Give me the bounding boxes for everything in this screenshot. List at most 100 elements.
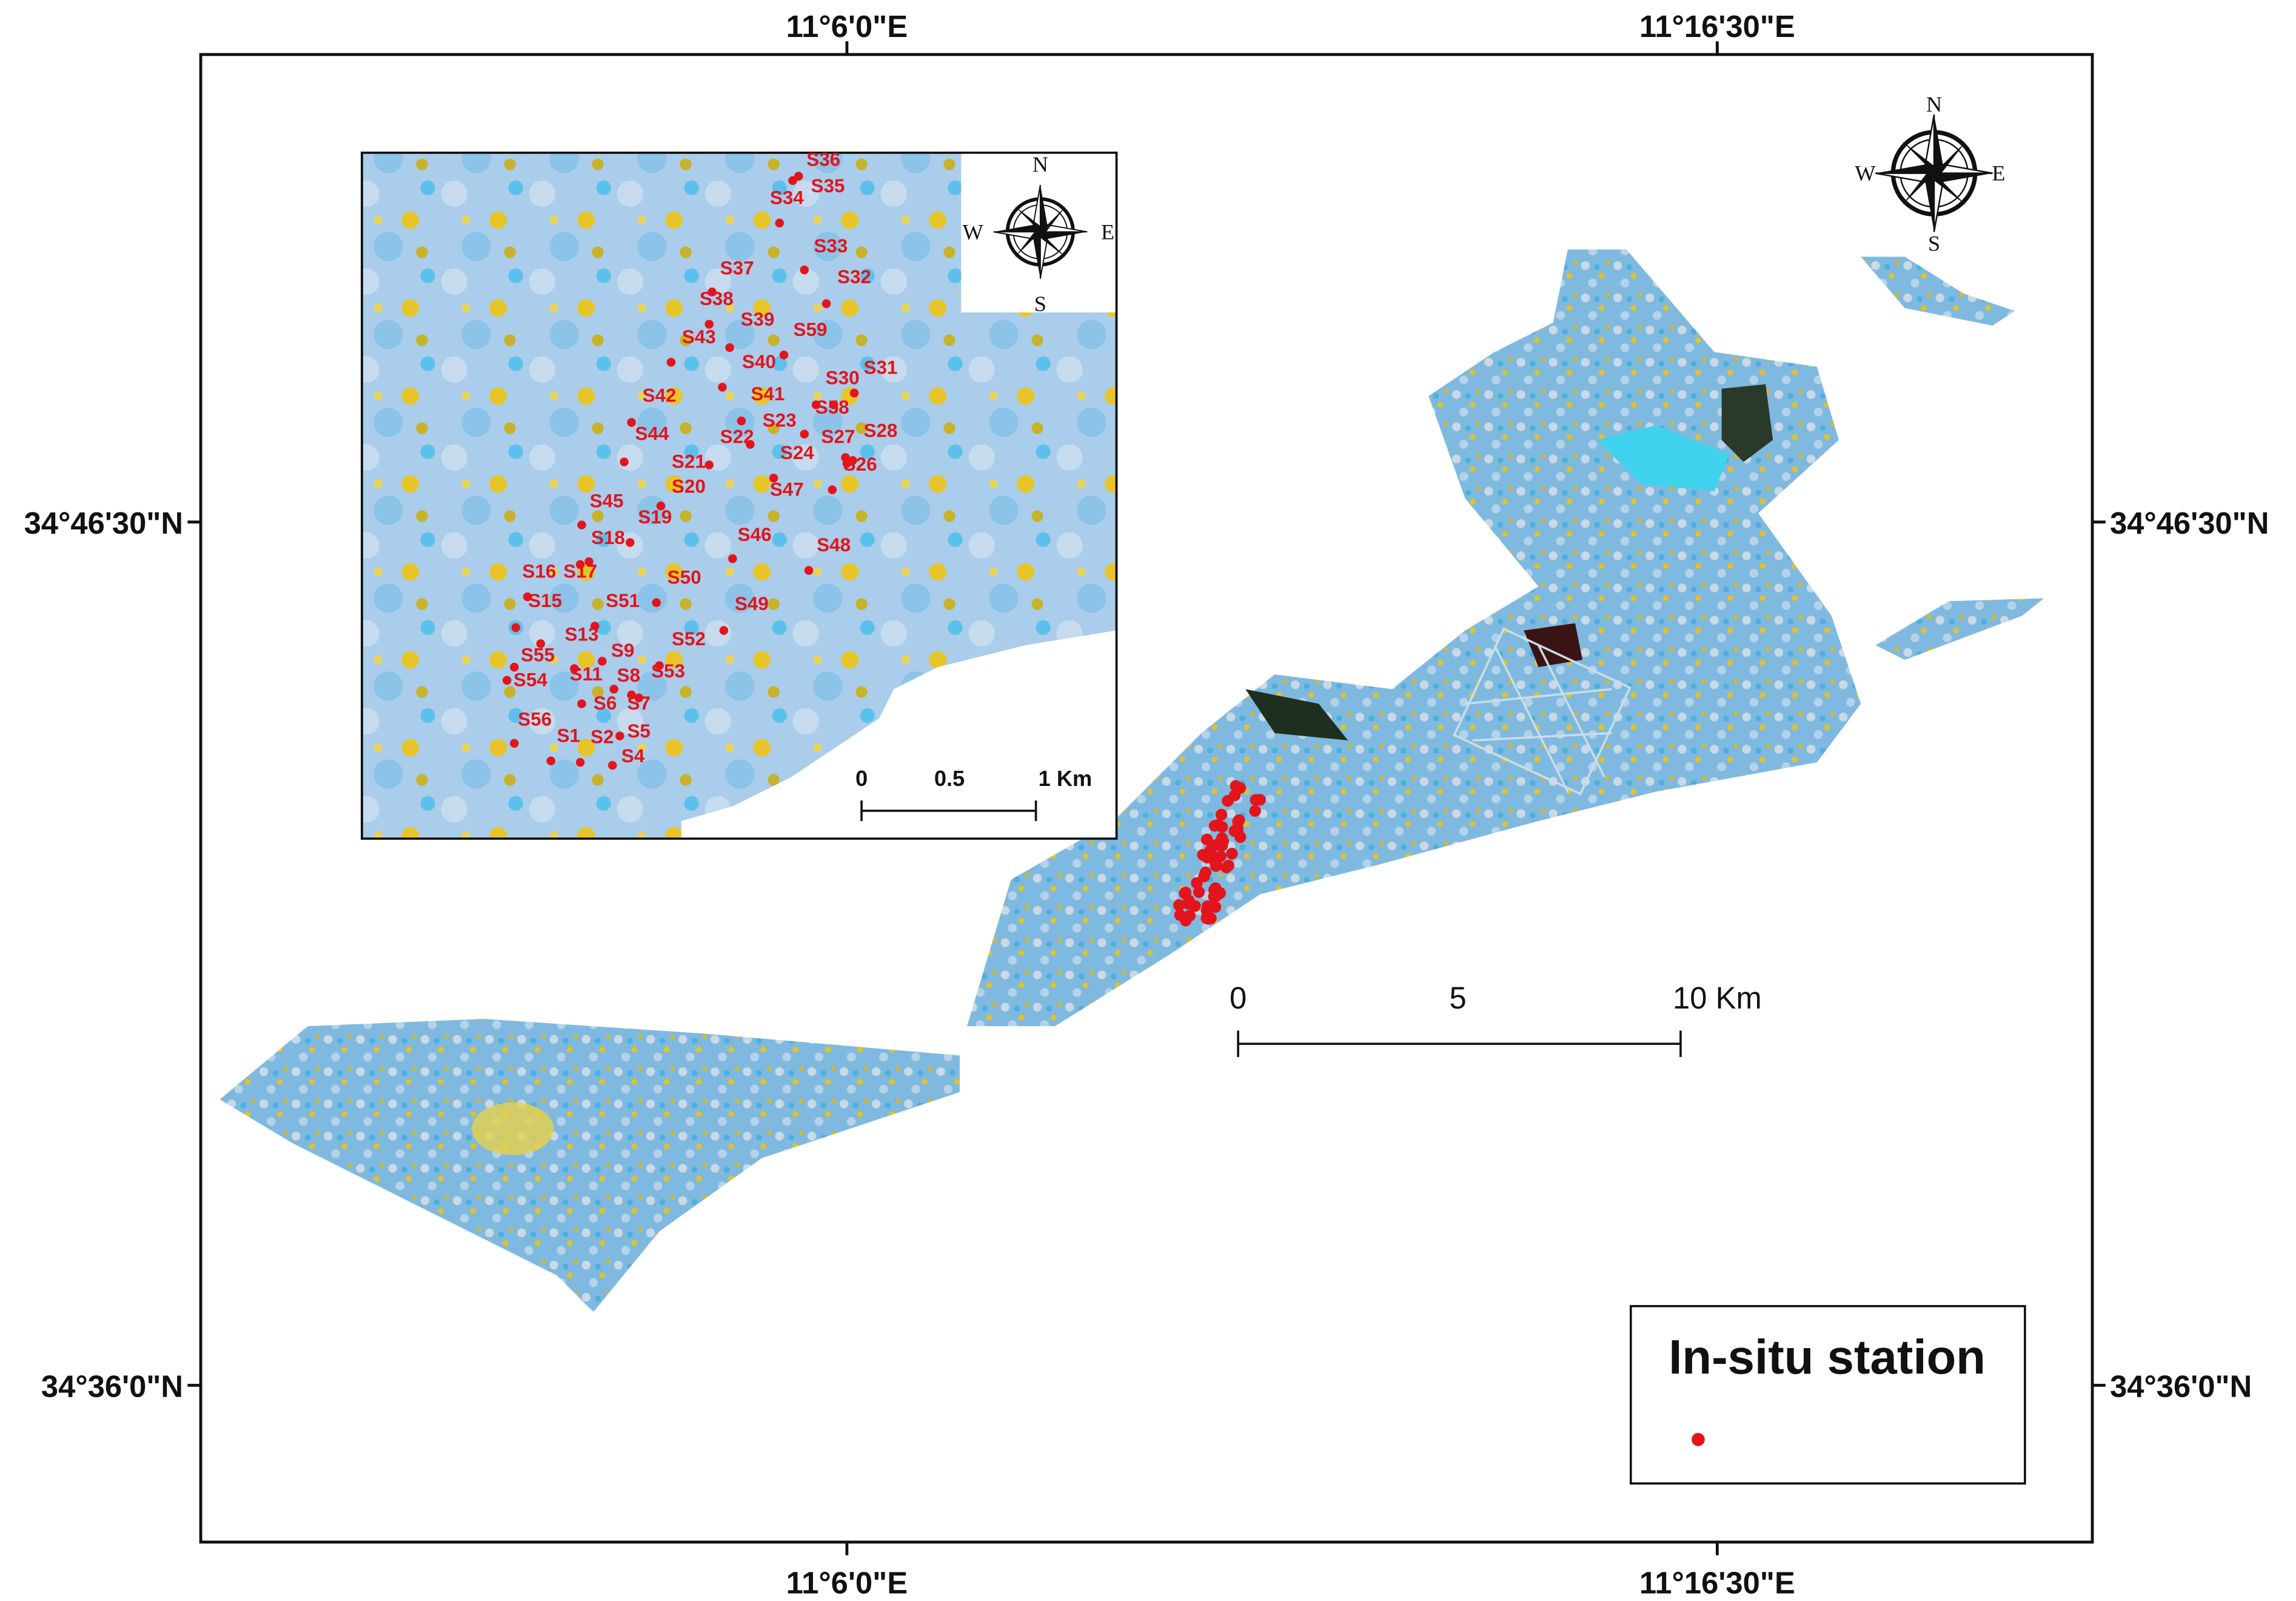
station-label: S49 <box>735 593 769 614</box>
station-label: S52 <box>672 628 706 649</box>
station-label: S56 <box>518 709 552 730</box>
station-label: S26 <box>843 454 877 475</box>
station-label: S28 <box>864 420 898 441</box>
station-label: S55 <box>521 644 555 665</box>
station-marker <box>1174 909 1186 921</box>
station-label: S31 <box>864 357 898 378</box>
station-marker <box>627 418 636 427</box>
station-label: S58 <box>815 397 849 418</box>
station-marker <box>746 440 755 449</box>
station-label: S11 <box>570 663 603 685</box>
inset-scale-label: 0.5 <box>934 766 965 791</box>
station-marker <box>546 756 555 765</box>
station-marker <box>1216 821 1228 833</box>
station-label: S48 <box>817 534 851 555</box>
station-marker <box>705 460 714 469</box>
station-marker <box>775 218 784 228</box>
latitude-label: 34°36'0"N <box>2110 1369 2252 1404</box>
inset-scale-label: 1 Km <box>1039 766 1093 791</box>
station-marker <box>1234 831 1247 844</box>
station-label: S7 <box>627 693 650 714</box>
station-marker <box>769 474 778 483</box>
station-marker <box>1226 848 1238 860</box>
latitude-label: 34°46'30"N <box>24 506 183 540</box>
station-marker <box>708 287 717 297</box>
station-cluster <box>1173 780 1266 927</box>
station-marker <box>705 320 714 329</box>
station-label: S6 <box>594 693 617 714</box>
station-marker <box>829 400 838 409</box>
compass-e: E <box>1101 220 1114 244</box>
station-marker <box>634 693 643 703</box>
station-marker <box>575 560 585 569</box>
station-label: S39 <box>740 309 774 330</box>
station-marker <box>511 623 520 633</box>
station-marker <box>577 520 586 529</box>
station-marker <box>788 176 797 185</box>
station-marker <box>1222 859 1234 871</box>
station-label: S47 <box>770 478 804 500</box>
station-marker <box>1231 822 1243 834</box>
station-marker <box>607 760 617 770</box>
frame-ticks <box>187 41 2106 1556</box>
station-label: S34 <box>770 187 804 208</box>
scale-label: 0 <box>1230 981 1247 1015</box>
station-marker <box>1217 835 1230 848</box>
compass-e: E <box>1992 161 2005 186</box>
station-label: S20 <box>672 475 706 497</box>
legend-box <box>1629 1304 2026 1485</box>
longitude-label: 11°16'30"E <box>1639 9 1795 44</box>
station-label: S4 <box>621 745 645 767</box>
station-label: S23 <box>763 410 797 431</box>
station-label: S2 <box>591 727 614 748</box>
station-marker <box>804 566 814 575</box>
station-label: S17 <box>563 561 597 582</box>
station-label: S24 <box>780 442 814 463</box>
longitude-label: 11°16'30"E <box>1639 1565 1795 1600</box>
station-label: S40 <box>742 351 776 372</box>
station-label: S53 <box>651 660 685 682</box>
station-label: S36 <box>806 149 840 170</box>
latitude-label: 34°36'0"N <box>41 1369 183 1404</box>
station-marker <box>655 661 664 670</box>
station-marker <box>728 554 737 563</box>
compass-s: S <box>1034 292 1046 316</box>
station-marker <box>1208 854 1220 866</box>
station-label: S37 <box>720 257 754 278</box>
station-marker <box>609 685 618 694</box>
longitude-label: 11°6'0"E <box>786 9 908 44</box>
scale-label: 10 Km <box>1673 981 1762 1015</box>
longitude-label: 11°6'0"E <box>786 1565 908 1600</box>
station-marker <box>737 416 746 426</box>
station-marker <box>822 299 831 308</box>
station-label: S38 <box>700 288 734 309</box>
station-label: S22 <box>720 426 754 447</box>
station-marker <box>510 739 519 748</box>
station-marker <box>502 676 512 685</box>
station-marker <box>1222 795 1234 807</box>
station-marker <box>1179 887 1191 899</box>
station-label: S51 <box>606 590 640 611</box>
station-marker <box>828 485 837 494</box>
station-marker <box>625 538 635 547</box>
station-label: S50 <box>668 566 701 588</box>
scale-bar <box>1237 1030 1682 1057</box>
station-marker <box>575 757 585 767</box>
station-label: S19 <box>638 506 672 528</box>
station-label: S41 <box>751 383 785 404</box>
scale-label: 5 <box>1450 981 1467 1015</box>
station-marker <box>627 690 636 700</box>
inset-scale-label: 0 <box>855 766 868 791</box>
station-label: S35 <box>811 175 845 196</box>
station-marker <box>1198 870 1210 882</box>
station-marker <box>656 501 666 511</box>
station-marker <box>800 265 809 275</box>
station-marker <box>620 457 629 466</box>
labels: 11°6'0"E 11°16'30"E 11°6'0"E 11°16'30"E … <box>24 9 2269 1600</box>
station-marker <box>510 662 519 672</box>
station-marker <box>1249 805 1261 817</box>
inset-map <box>361 151 1118 840</box>
station-marker <box>1215 808 1228 821</box>
